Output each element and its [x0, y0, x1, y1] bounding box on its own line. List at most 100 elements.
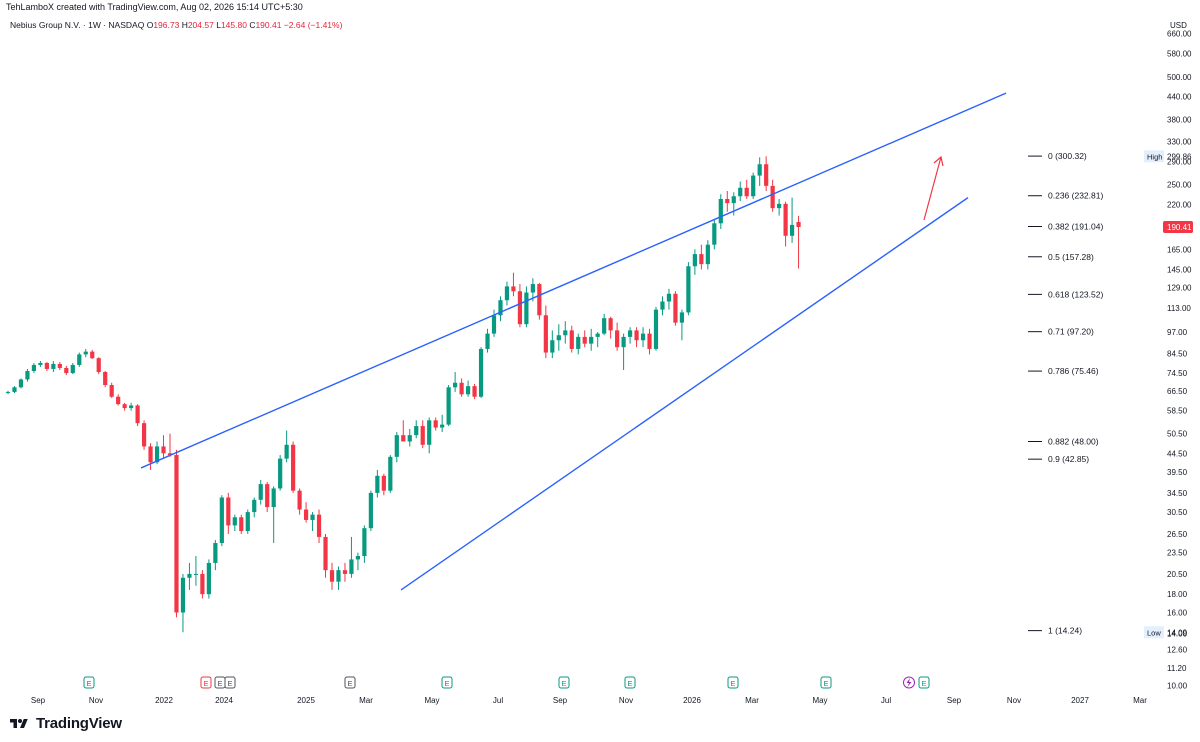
y-tick-label: 58.50 [1167, 407, 1188, 416]
candle-body [271, 488, 276, 508]
candle-body [57, 363, 62, 368]
candle-body [414, 426, 419, 436]
candle-body [342, 570, 348, 574]
candle-body [563, 330, 568, 336]
earnings-marker-label: E [921, 679, 926, 688]
candle-body [381, 475, 386, 491]
y-tick-label: 145.00 [1167, 265, 1192, 274]
candle-body [679, 312, 685, 323]
y-tick-label: 220.00 [1167, 201, 1192, 210]
candle-body [135, 405, 140, 424]
candle-body [213, 543, 218, 563]
symbol-title: Nebius Group N.V. · 1W · NASDAQ [10, 20, 145, 30]
y-tick-label: 330.00 [1167, 137, 1192, 146]
candle-body [284, 444, 289, 459]
y-tick-label: 16.00 [1167, 608, 1188, 617]
ohlc-value: L145.80 [216, 20, 250, 30]
candle-body [465, 386, 471, 395]
fib-level-label: 0.5 (157.28) [1048, 252, 1094, 262]
y-tick-label: 440.00 [1167, 93, 1192, 102]
x-tick-label: Sep [947, 696, 962, 705]
candle-body [556, 335, 561, 341]
earnings-marker-label: E [561, 679, 566, 688]
x-tick-label: 2024 [215, 696, 233, 705]
y-tick-label: 44.50 [1167, 449, 1188, 458]
earnings-marker [820, 676, 832, 689]
x-tick-label: 2022 [155, 696, 173, 705]
candle-body [485, 333, 490, 349]
y-tick-label: 74.50 [1167, 369, 1188, 378]
candle-body [692, 254, 697, 267]
fib-level-label: 0.236 (232.81) [1048, 191, 1103, 201]
candle-body [511, 286, 516, 292]
candle-body [375, 475, 380, 493]
earnings-marker-label: E [730, 679, 735, 688]
candle-body [660, 301, 665, 310]
candle-body [615, 330, 620, 348]
y-tick-label: 129.00 [1167, 284, 1192, 293]
symbol-info-line: Nebius Group N.V. · 1W · NASDAQ O196.73 … [10, 20, 342, 30]
candle-body [278, 458, 283, 489]
fib-level-label: 0.9 (42.85) [1048, 454, 1089, 464]
x-tick-label: Mar [1133, 696, 1147, 705]
fib-level-label: 0 (300.32) [1048, 151, 1087, 161]
candle-body [336, 570, 341, 582]
earnings-marker [344, 676, 356, 689]
candle-body [751, 175, 756, 197]
y-tick-label: 113.00 [1167, 304, 1191, 313]
candle-body [530, 284, 535, 293]
last-price-value: 190.41 [1167, 223, 1192, 232]
candle-body [653, 309, 659, 349]
earnings-marker [83, 676, 95, 689]
candle-body [718, 198, 723, 224]
candle-body [258, 484, 263, 500]
candle-body [329, 570, 335, 582]
y-tick-label: 26.50 [1167, 530, 1188, 539]
fib-level-label: 0.382 (191.04) [1048, 222, 1103, 232]
candle-body [401, 435, 406, 442]
candle-body [602, 318, 607, 334]
candle-body [433, 420, 438, 428]
candle-body [388, 456, 393, 491]
candle-body [129, 405, 134, 409]
fib-level-label: 0.882 (48.00) [1048, 436, 1099, 446]
candle-body [252, 499, 257, 513]
chart-attribution: TehLamboX created with TradingView.com, … [6, 2, 303, 12]
candle-body [161, 446, 166, 454]
y-tick-label: 14.00 [1167, 629, 1188, 638]
tradingview-logo[interactable]: TradingView [8, 715, 122, 732]
candle-body [627, 330, 633, 337]
y-tick-label: 20.50 [1167, 570, 1188, 579]
candle-body [705, 244, 710, 265]
x-tick-label: Jul [881, 696, 891, 705]
candle-body [621, 336, 626, 348]
candle-body [796, 221, 801, 228]
x-tick-label: Nov [89, 696, 103, 705]
ohlc-value: −2.64 (−1.41%) [283, 20, 343, 30]
x-tick-label: 2027 [1071, 696, 1089, 705]
candle-body [595, 333, 600, 337]
candle-body [103, 372, 108, 386]
candle-body [31, 364, 37, 372]
candle-body [459, 382, 464, 395]
x-tick-label: May [812, 696, 827, 705]
y-tick-label: 18.00 [1167, 590, 1188, 599]
low-tag-bg [1144, 626, 1164, 639]
earnings-marker-label: E [227, 679, 232, 688]
earnings-marker [624, 676, 636, 689]
x-tick-label: Sep [553, 696, 568, 705]
candle-body [349, 559, 354, 574]
y-tick-label: 66.50 [1167, 387, 1188, 396]
ohlc-value: O196.73 [146, 20, 182, 30]
y-tick-label: 10.00 [1167, 682, 1188, 691]
candle-body [245, 512, 250, 532]
candle-body [453, 382, 458, 388]
fib-level-label: 0.71 (97.20) [1048, 327, 1094, 337]
candle-body [193, 573, 199, 575]
y-tick-label: 380.00 [1167, 115, 1192, 124]
projection-arrow-head [933, 155, 944, 167]
ohlc-value: H204.57 [181, 20, 217, 30]
candle-body [634, 330, 639, 341]
high-tag: High [1147, 152, 1162, 161]
